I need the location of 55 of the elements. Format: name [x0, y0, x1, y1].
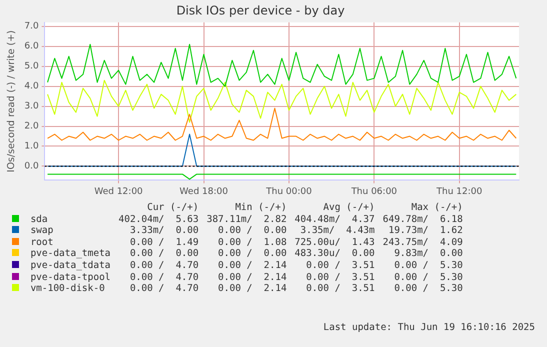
legend-label: vm-100-disk-0	[29, 283, 106, 295]
text: 404.48m/ 4.37	[294, 214, 376, 226]
y-tick-label: 0.0	[24, 162, 39, 172]
text: 649.78m/ 6.18	[382, 214, 464, 226]
text: 243.75m/ 4.09	[382, 236, 464, 248]
text: 0.00 / 1.49	[128, 236, 200, 248]
text: Cur (-/+)	[146, 202, 200, 214]
legend-label: pve-data-tpool	[29, 272, 112, 284]
y-tick-label: 4.0	[24, 82, 39, 92]
text: 3.33m/ 0.00	[128, 225, 200, 237]
x-tick-label: Thu 00:00	[265, 186, 312, 197]
text: 0.00 / 5.30	[393, 272, 464, 284]
text: 0.00 / 5.30	[393, 260, 464, 272]
text: 0.00 / 5.30	[393, 283, 464, 295]
text: 0.00 / 2.14	[217, 283, 288, 295]
x-tick-label: Wed 18:00	[180, 186, 228, 197]
text: 0.00 / 1.08	[217, 236, 288, 248]
x-tick-label: Thu 12:00	[436, 186, 482, 197]
text: 725.00u/ 1.43	[294, 236, 376, 248]
chart-title: Disk IOs per device - by day	[176, 3, 345, 18]
legend-label: pve-data_tdata	[29, 260, 112, 272]
text: Last update: Thu Jun 19 16:10:16 2025	[323, 322, 535, 333]
text: 0.00 / 0.00	[217, 225, 288, 237]
legend-label: root	[29, 236, 54, 248]
y-tick-label: 3.0	[24, 102, 39, 112]
text: 0.00 / 0.00	[128, 248, 200, 260]
text: 0.00 / 4.70	[128, 272, 200, 284]
y-tick-label: 5.0	[24, 62, 39, 72]
y-tick-label: 2.0	[24, 122, 39, 132]
text: 0.00 / 2.14	[217, 272, 288, 284]
text: 387.11m/ 2.82	[206, 214, 288, 226]
legend-label: swap	[29, 225, 54, 237]
text: 0.00 / 2.14	[217, 260, 288, 272]
x-tick-label: Wed 12:00	[94, 186, 144, 197]
legend-label: pve-data_tmeta	[29, 248, 112, 260]
text: 0.00 / 3.51	[305, 283, 376, 295]
y-tick-label: 6.0	[24, 42, 39, 52]
text: 0.00 / 3.51	[305, 272, 376, 284]
text: 0.00 / 4.70	[128, 283, 200, 295]
text: Avg (-/+)	[322, 202, 376, 214]
x-tick-label: Thu 06:00	[350, 186, 398, 197]
text: Max (-/+)	[410, 202, 464, 214]
text: 19.73m/ 1.62	[387, 225, 464, 237]
legend-label: sda	[29, 214, 49, 226]
text: 402.04m/ 5.63	[118, 214, 200, 226]
text: 483.30u/ 0.00	[294, 248, 376, 260]
y-tick-label: 7.0	[24, 22, 39, 32]
y-tick-label: 1.0	[24, 142, 39, 152]
text: 3.35m/ 4.43m	[299, 225, 376, 237]
text: 0.00 / 0.00	[217, 248, 288, 260]
text: 0.00 / 4.70	[128, 260, 200, 272]
text: Min (-/+)	[234, 202, 288, 214]
text: 9.83m/ 0.00	[393, 248, 464, 260]
y-axis-title: IOs/second read (-) / write (+)	[6, 30, 18, 172]
text: 0.00 / 3.51	[305, 260, 376, 272]
